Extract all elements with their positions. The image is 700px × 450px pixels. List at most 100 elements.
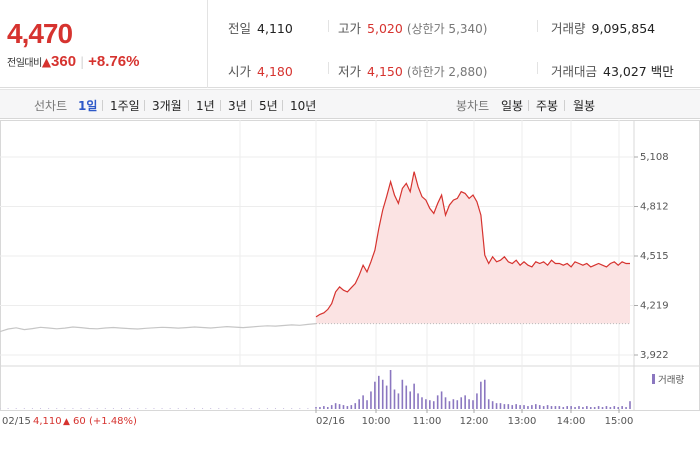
volume-bar (218, 408, 220, 409)
volume-bar (495, 403, 498, 409)
upper-limit: (상한가 5,340) (406, 22, 488, 36)
volume-bar (499, 403, 502, 409)
volume-bar (72, 408, 74, 409)
divider (537, 62, 538, 74)
prev-day-date: 02/15 (2, 416, 31, 427)
volume-bar (161, 408, 163, 409)
x-tick-label: 02/16 (316, 416, 345, 427)
tab-daily-candle[interactable]: 일봉 (501, 99, 524, 113)
volume-bar (129, 408, 131, 409)
divider (328, 62, 329, 74)
volume-bar (185, 408, 187, 409)
volume-bar (23, 408, 25, 409)
tab-5-years[interactable]: 5년 (259, 99, 278, 113)
volume-bar (566, 406, 568, 409)
volume-bar (527, 406, 529, 409)
volume-bar (370, 391, 372, 409)
volume-bar (56, 408, 58, 409)
divider (144, 100, 145, 111)
volume-bar (480, 381, 482, 409)
volume-bar (401, 379, 404, 409)
divider (282, 100, 283, 111)
volume-bar (145, 408, 147, 409)
volume-bar (593, 407, 596, 409)
volume-bar (177, 408, 179, 409)
volume-bar (381, 379, 384, 409)
volume-bar (88, 408, 90, 409)
divider (251, 100, 252, 111)
volume-bar (169, 408, 171, 409)
open: 시가 4,180 (228, 61, 293, 80)
volume-bar (226, 408, 228, 409)
open-label: 시가 (228, 64, 252, 79)
volume-bar (535, 404, 537, 409)
volume-bar (121, 408, 123, 409)
volume-bar (307, 408, 309, 409)
tab-1-week[interactable]: 1주일 (110, 99, 140, 113)
price-area-fill (316, 171, 630, 324)
divider (188, 100, 189, 111)
divider (102, 100, 103, 111)
high: 고가 5,020 (상한가 5,340) (338, 18, 487, 37)
tab-3-years[interactable]: 3년 (228, 99, 247, 113)
chart-tab-bar: 선차트 1일 1주일 3개월 1년 3년 5년 10년 봉차트 일봉 주봉 월봉 (0, 89, 700, 119)
volume-bar (472, 400, 474, 409)
volume-bar (202, 408, 204, 409)
y-tick-label: 4,219 (640, 301, 669, 312)
x-tick-label: 14:00 (557, 416, 586, 427)
today-price-line (315, 171, 630, 318)
volume-bar (210, 408, 212, 409)
volume-bar (64, 408, 66, 409)
volume-bar (0, 408, 1, 409)
low-label: 저가 (338, 64, 362, 79)
volume-bar (385, 385, 388, 409)
price-box: 4,470 전일대비▲360 | +8.76% (0, 0, 208, 88)
lower-limit: (하한가 2,880) (406, 65, 488, 79)
volume-bar (574, 407, 576, 409)
volume-bar (409, 391, 411, 409)
tab-weekly-candle[interactable]: 주봉 (536, 99, 559, 113)
volume-bar (366, 400, 368, 409)
prev-day-change: 60 (73, 416, 86, 427)
high-label: 고가 (338, 21, 362, 36)
volume-bar (503, 404, 506, 409)
volume-bar (342, 405, 345, 409)
tab-3-months[interactable]: 3개월 (152, 99, 182, 113)
change-label: 전일대비 (7, 58, 42, 69)
volume-legend: 거래량 (652, 374, 684, 386)
volume-bar (519, 405, 521, 409)
volume-bar (609, 407, 612, 409)
volume-bar (374, 381, 376, 409)
trade-amount: 거래대금 43,027 백만 (551, 61, 674, 80)
price-lines (0, 171, 630, 333)
volume-bar (531, 405, 533, 409)
tab-10-years[interactable]: 10년 (290, 99, 317, 113)
volume-bar (586, 406, 588, 409)
tab-1-day[interactable]: 1일 (78, 99, 98, 113)
up-triangle-icon: ▲ (63, 417, 70, 427)
x-tick-label: 13:00 (508, 416, 537, 427)
volume-bar (137, 408, 139, 409)
volume-bar (444, 397, 447, 409)
prev-day-line (0, 323, 317, 333)
tab-1-year[interactable]: 1년 (196, 99, 215, 113)
volume-bar (456, 400, 459, 409)
x-tick-label: 11:00 (413, 416, 442, 427)
volume-bar (468, 399, 470, 409)
volume-bar (440, 391, 443, 409)
volume-bar (338, 404, 341, 409)
low-value: 4,150 (367, 64, 403, 79)
volume-legend-swatch (652, 374, 655, 384)
volume-bar (48, 408, 50, 409)
volume-bar (436, 395, 439, 409)
tab-monthly-candle[interactable]: 월봉 (573, 99, 596, 113)
volume-bar (476, 393, 478, 409)
volume-bar (429, 400, 431, 409)
up-triangle-icon: ▲ (41, 55, 52, 69)
current-price: 4,470 (7, 18, 73, 49)
volume: 거래량 9,095,854 (551, 18, 655, 37)
volume-bar (597, 406, 600, 409)
volume-legend-label: 거래량 (658, 374, 684, 386)
volume-bar (354, 403, 357, 409)
